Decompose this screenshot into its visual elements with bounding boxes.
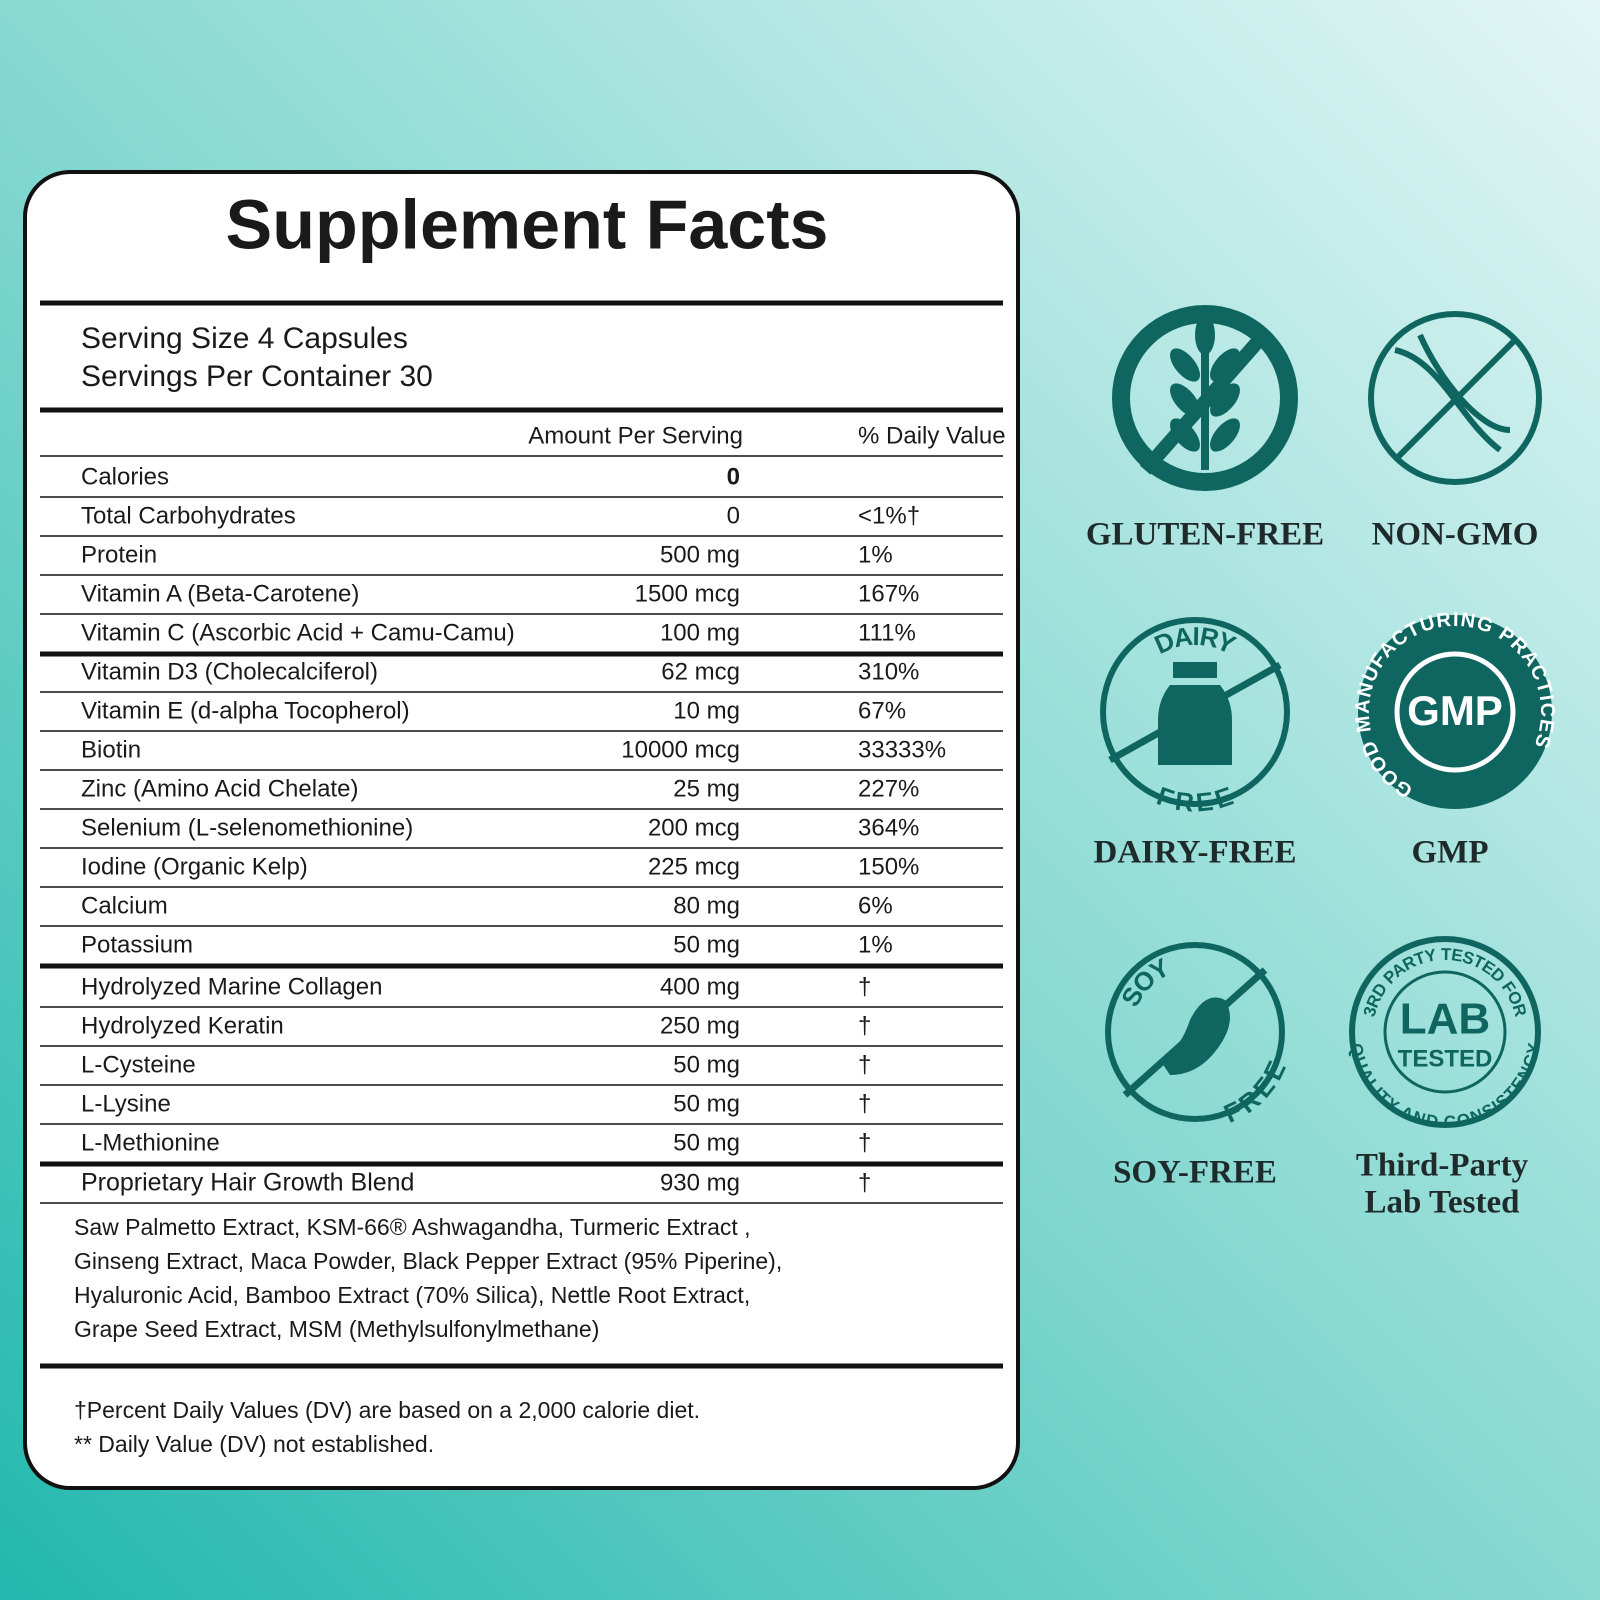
nutrient-name: Hydrolyzed Keratin [81, 1012, 284, 1039]
badge-label: Lab Tested [1365, 1185, 1520, 1221]
nutrient-amount: 80 mg [673, 892, 740, 919]
nutrient-amount: 50 mg [673, 1129, 740, 1156]
daily-value: 1% [858, 541, 893, 568]
footnote: ** Daily Value (DV) not established. [74, 1431, 434, 1457]
nutrient-name: Vitamin D3 (Cholecalciferol) [81, 658, 378, 685]
gmp-icon: GMP GOOD MANUFACTURING PRACTICES [1352, 609, 1556, 809]
daily-value: 364% [858, 814, 919, 841]
nutrient-amount: 50 mg [673, 931, 740, 958]
serving-text: Serving Size 4 Capsules [81, 322, 408, 355]
nutrient-amount: 50 mg [673, 1051, 740, 1078]
daily-value: 1% [858, 931, 893, 958]
badge-label: DAIRY-FREE [1094, 835, 1297, 871]
nutrient-name: Biotin [81, 736, 141, 763]
nutrient-name: Selenium (L-selenomethionine) [81, 814, 413, 841]
daily-value: 167% [858, 580, 919, 607]
badge-label: SOY-FREE [1113, 1155, 1277, 1191]
nutrient-amount: 500 mg [660, 541, 740, 568]
blend-text: Ginseng Extract, Maca Powder, Black Pepp… [74, 1248, 782, 1274]
nutrient-name: Total Carbohydrates [81, 502, 296, 529]
nutrient-amount: 50 mg [673, 1090, 740, 1117]
daily-value: † [858, 1051, 871, 1078]
nutrient-amount: 10 mg [673, 697, 740, 724]
blend-text: Hyaluronic Acid, Bamboo Extract (70% Sil… [74, 1282, 750, 1308]
icon-text: GMP [1407, 687, 1503, 734]
nutrient-amount: 225 mcg [648, 853, 740, 880]
title: Supplement Facts [226, 185, 829, 263]
footnote: †Percent Daily Values (DV) are based on … [74, 1397, 700, 1423]
nutrient-amount: 400 mg [660, 973, 740, 1000]
facts-panel [23, 170, 1020, 1490]
daily-value: <1%† [858, 502, 920, 529]
gmo-icon [1368, 311, 1542, 485]
daily-value: 6% [858, 892, 893, 919]
nutrient-name: L-Methionine [81, 1129, 220, 1156]
gluten-icon [1112, 305, 1298, 491]
daily-value: 150% [858, 853, 919, 880]
column-header: Amount Per Serving [528, 422, 743, 449]
nutrient-amount: 10000 mcg [621, 736, 740, 763]
daily-value: 227% [858, 775, 919, 802]
daily-value: † [858, 1012, 871, 1039]
icon-text: LAB [1400, 995, 1490, 1044]
nutrient-amount: 930 mg [660, 1169, 740, 1196]
nutrient-name: Vitamin E (d-alpha Tocopherol) [81, 697, 410, 724]
daily-value: † [858, 1169, 871, 1196]
nutrient-name: Hydrolyzed Marine Collagen [81, 973, 382, 1000]
badge-label: Third-Party [1356, 1148, 1529, 1184]
blend-text: Saw Palmetto Extract, KSM-66® Ashwagandh… [74, 1214, 751, 1240]
nutrient-name: Iodine (Organic Kelp) [81, 853, 308, 880]
daily-value: 310% [858, 658, 919, 685]
badge-label: NON-GMO [1372, 517, 1539, 553]
nutrient-name: Vitamin C (Ascorbic Acid + Camu-Camu) [81, 619, 515, 646]
nutrient-amount: 100 mg [660, 619, 740, 646]
nutrient-name: Vitamin A (Beta-Carotene) [81, 580, 359, 607]
nutrient-amount: 1500 mcg [635, 580, 740, 607]
badge-label: GMP [1412, 835, 1489, 871]
icon-text: TESTED [1398, 1045, 1493, 1072]
nutrient-name: Calcium [81, 892, 168, 919]
nutrient-amount: 25 mg [673, 775, 740, 802]
badge-label: GLUTEN-FREE [1086, 517, 1324, 553]
nutrient-name: Potassium [81, 931, 193, 958]
column-header: % Daily Value [858, 422, 1006, 449]
daily-value: † [858, 1090, 871, 1117]
nutrient-amount: 62 mcg [661, 658, 740, 685]
daily-value: † [858, 973, 871, 1000]
nutrient-amount: 250 mg [660, 1012, 740, 1039]
nutrient-name: L-Cysteine [81, 1051, 196, 1078]
nutrient-amount: 0 [727, 502, 740, 529]
daily-value: 33333% [858, 736, 946, 763]
nutrient-name: Zinc (Amino Acid Chelate) [81, 775, 358, 802]
badges: DAIRY FREE GMP GOOD MANUFACTURING PRACTI… [1100, 305, 1556, 1132]
blend-text: Grape Seed Extract, MSM (Methylsulfonylm… [74, 1316, 599, 1342]
nutrient-amount: 0 [727, 463, 740, 490]
serving-text: Servings Per Container 30 [81, 360, 433, 393]
daily-value: 111% [858, 619, 916, 646]
nutrient-name: Proprietary Hair Growth Blend [81, 1169, 414, 1197]
nutrient-name: L-Lysine [81, 1090, 171, 1117]
daily-value: 67% [858, 697, 906, 724]
nutrient-name: Protein [81, 541, 157, 568]
nutrient-name: Calories [81, 463, 169, 490]
nutrient-amount: 200 mcg [648, 814, 740, 841]
daily-value: † [858, 1129, 871, 1156]
